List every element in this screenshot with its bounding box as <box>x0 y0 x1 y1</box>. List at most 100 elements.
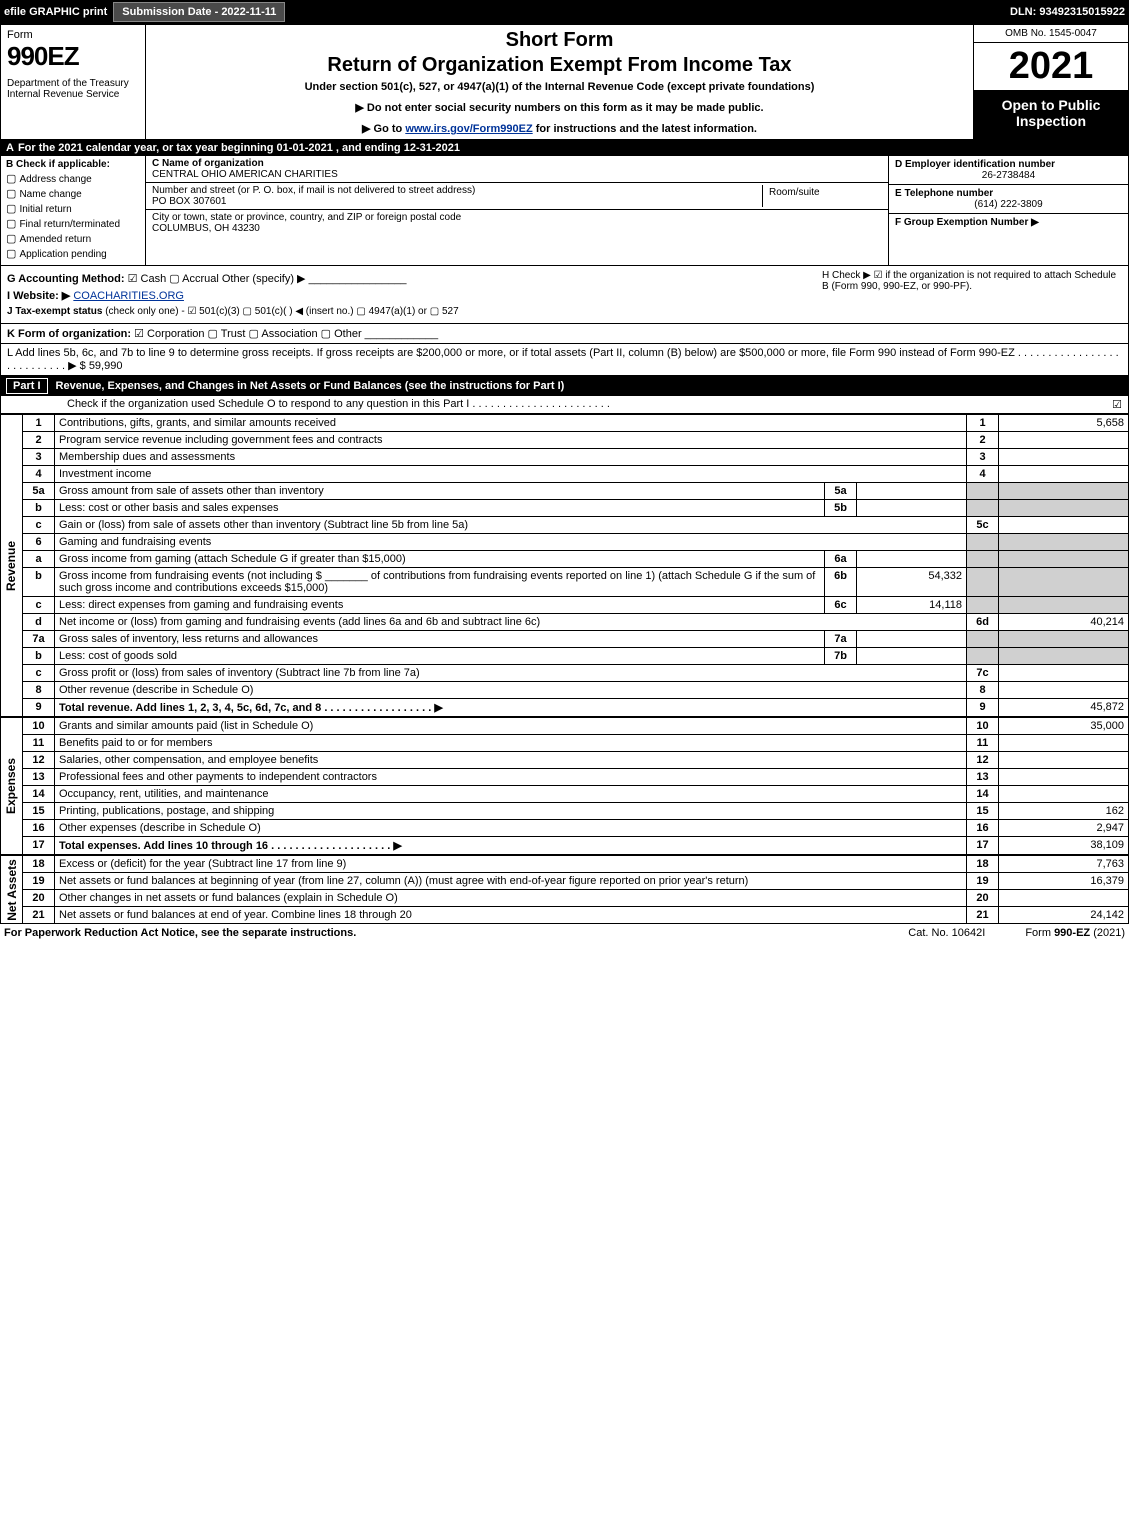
line-8: 8Other revenue (describe in Schedule O)8 <box>23 682 1129 699</box>
line-6: 6Gaming and fundraising events <box>23 534 1129 551</box>
phone-box: E Telephone number (614) 222-3809 <box>889 185 1128 214</box>
instruction-ssn: ▶ Do not enter social security numbers o… <box>154 101 965 114</box>
line-5c: cGain or (loss) from sale of assets othe… <box>23 517 1129 534</box>
line-14: 14Occupancy, rent, utilities, and mainte… <box>23 786 1129 803</box>
ein-box: D Employer identification number 26-2738… <box>889 156 1128 185</box>
expenses-table: 10Grants and similar amounts paid (list … <box>22 717 1129 855</box>
part-1-header: Part I Revenue, Expenses, and Changes in… <box>0 376 1129 396</box>
expenses-section: Expenses 10Grants and similar amounts pa… <box>0 717 1129 855</box>
line-6b: bGross income from fundraising events (n… <box>23 568 1129 597</box>
line-6a: aGross income from gaming (attach Schedu… <box>23 551 1129 568</box>
line-15: 15Printing, publications, postage, and s… <box>23 803 1129 820</box>
form-number: 990EZ <box>7 41 139 72</box>
page-footer: For Paperwork Reduction Act Notice, see … <box>0 924 1129 942</box>
row-l-text: L Add lines 5b, 6c, and 7b to line 9 to … <box>7 347 1119 372</box>
line-2: 2Program service revenue including gover… <box>23 432 1129 449</box>
checkbox-application-pending[interactable]: Application pending <box>6 247 140 260</box>
header-middle: Short Form Return of Organization Exempt… <box>146 25 973 139</box>
expenses-sidebar: Expenses <box>0 717 22 855</box>
net-assets-table: 18Excess or (deficit) for the year (Subt… <box>22 855 1129 924</box>
row-l: L Add lines 5b, 6c, and 7b to line 9 to … <box>0 344 1129 376</box>
part-1-check[interactable]: ☑ <box>1112 398 1122 411</box>
phone-label: E Telephone number <box>895 188 993 199</box>
accounting-method-label: G Accounting Method: <box>7 273 125 285</box>
checkbox-address-change[interactable]: Address change <box>6 172 140 185</box>
footer-mid: Cat. No. 10642I <box>908 927 985 939</box>
checkbox-initial-return[interactable]: Initial return <box>6 202 140 215</box>
checkbox-accrual[interactable]: Accrual <box>169 273 219 285</box>
submission-date-button[interactable]: Submission Date - 2022-11-11 <box>113 2 285 22</box>
efile-label: efile GRAPHIC print <box>4 6 107 18</box>
line-20: 20Other changes in net assets or fund ba… <box>23 890 1129 907</box>
line-1: 1Contributions, gifts, grants, and simil… <box>23 415 1129 432</box>
city-label: City or town, state or province, country… <box>152 212 461 223</box>
other-specify: Other (specify) ▶ <box>222 273 306 285</box>
section-b-to-f: B Check if applicable: Address change Na… <box>0 156 1129 266</box>
address-label: Number and street (or P. O. box, if mail… <box>152 185 475 196</box>
tax-exempt-label: J Tax-exempt status <box>7 306 102 317</box>
line-11: 11Benefits paid to or for members11 <box>23 735 1129 752</box>
row-k: K Form of organization: ☑ Corporation ▢ … <box>0 324 1129 344</box>
row-g-h: G Accounting Method: Cash Accrual Other … <box>0 266 1129 324</box>
row-h-text: H Check ▶ ☑ if the organization is not r… <box>822 270 1116 292</box>
line-4: 4Investment income4 <box>23 466 1129 483</box>
line-16: 16Other expenses (describe in Schedule O… <box>23 820 1129 837</box>
revenue-table: 1Contributions, gifts, grants, and simil… <box>22 414 1129 717</box>
instruction-link: ▶ Go to www.irs.gov/Form990EZ for instru… <box>154 122 965 135</box>
room-label: Room/suite <box>769 187 820 198</box>
line-17: 17Total expenses. Add lines 10 through 1… <box>23 837 1129 855</box>
line-19: 19Net assets or fund balances at beginni… <box>23 873 1129 890</box>
row-a-text: For the 2021 calendar year, or tax year … <box>18 142 460 154</box>
ein-label: D Employer identification number <box>895 159 1055 170</box>
line-13: 13Professional fees and other payments t… <box>23 769 1129 786</box>
column-b: B Check if applicable: Address change Na… <box>1 156 146 265</box>
top-bar: efile GRAPHIC print Submission Date - 20… <box>0 0 1129 24</box>
expenses-label: Expenses <box>5 758 19 814</box>
website-link[interactable]: COACHARITIES.ORG <box>73 290 184 302</box>
line-7a: 7aGross sales of inventory, less returns… <box>23 631 1129 648</box>
row-h-box: H Check ▶ ☑ if the organization is not r… <box>822 270 1122 319</box>
header-left: Form 990EZ Department of the Treasury In… <box>1 25 146 139</box>
line-9: 9Total revenue. Add lines 1, 2, 3, 4, 5c… <box>23 699 1129 717</box>
line-12: 12Salaries, other compensation, and empl… <box>23 752 1129 769</box>
row-k-label: K Form of organization: <box>7 328 131 340</box>
part-1-subtitle: Check if the organization used Schedule … <box>67 398 610 411</box>
net-assets-sidebar: Net Assets <box>0 855 22 924</box>
row-k-text: ☑ Corporation ▢ Trust ▢ Association ▢ Ot… <box>134 328 362 340</box>
footer-left: For Paperwork Reduction Act Notice, see … <box>4 927 356 939</box>
column-def: D Employer identification number 26-2738… <box>888 156 1128 265</box>
line-7c: cGross profit or (loss) from sales of in… <box>23 665 1129 682</box>
line-3: 3Membership dues and assessments3 <box>23 449 1129 466</box>
revenue-section: Revenue 1Contributions, gifts, grants, a… <box>0 414 1129 717</box>
group-exemption-box: F Group Exemption Number ▶ <box>889 214 1128 231</box>
line-6d: dNet income or (loss) from gaming and fu… <box>23 614 1129 631</box>
address-row: Number and street (or P. O. box, if mail… <box>146 183 888 210</box>
tax-year: 2021 <box>974 43 1128 91</box>
checkbox-cash[interactable]: Cash <box>128 273 167 285</box>
col-b-label: B <box>6 159 13 170</box>
line-7b: bLess: cost of goods sold7b <box>23 648 1129 665</box>
org-name: CENTRAL OHIO AMERICAN CHARITIES <box>152 169 338 180</box>
column-c: C Name of organization CENTRAL OHIO AMER… <box>146 156 888 265</box>
net-assets-section: Net Assets 18Excess or (deficit) for the… <box>0 855 1129 924</box>
irs-link[interactable]: www.irs.gov/Form990EZ <box>405 123 532 135</box>
address-value: PO BOX 307601 <box>152 196 227 207</box>
line-18: 18Excess or (deficit) for the year (Subt… <box>23 856 1129 873</box>
part-1-title: Revenue, Expenses, and Changes in Net As… <box>56 380 565 392</box>
accounting-method-row: G Accounting Method: Cash Accrual Other … <box>7 270 822 287</box>
checkbox-name-change[interactable]: Name change <box>6 187 140 200</box>
net-assets-label: Net Assets <box>5 859 19 921</box>
checkbox-amended-return[interactable]: Amended return <box>6 232 140 245</box>
checkbox-final-return[interactable]: Final return/terminated <box>6 217 140 230</box>
instr2-pre: ▶ Go to <box>362 123 405 135</box>
line-21: 21Net assets or fund balances at end of … <box>23 907 1129 924</box>
revenue-label: Revenue <box>5 540 19 590</box>
line-6c: cLess: direct expenses from gaming and f… <box>23 597 1129 614</box>
dln-label: DLN: 93492315015922 <box>1010 6 1125 18</box>
city-value: COLUMBUS, OH 43230 <box>152 223 260 234</box>
website-label: I Website: ▶ <box>7 290 70 302</box>
line-10: 10Grants and similar amounts paid (list … <box>23 718 1129 735</box>
footer-right: Form 990-EZ (2021) <box>1025 927 1125 939</box>
city-box: City or town, state or province, country… <box>146 210 888 236</box>
col-b-heading: Check if applicable: <box>16 159 110 170</box>
